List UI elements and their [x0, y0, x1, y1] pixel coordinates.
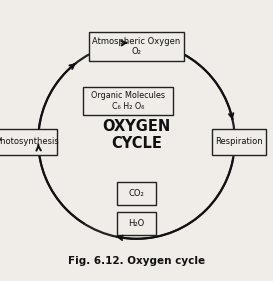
Text: CO₂: CO₂ — [129, 189, 144, 198]
FancyBboxPatch shape — [0, 129, 57, 155]
Text: OXYGEN
CYCLE: OXYGEN CYCLE — [102, 119, 171, 151]
Text: Photosynthesis: Photosynthesis — [0, 137, 59, 146]
FancyBboxPatch shape — [212, 129, 266, 155]
Text: Fig. 6.12. Oxygen cycle: Fig. 6.12. Oxygen cycle — [68, 256, 205, 266]
Text: Organic Molecules
C₆ H₂ O₆: Organic Molecules C₆ H₂ O₆ — [91, 91, 165, 111]
Text: Respiration: Respiration — [215, 137, 263, 146]
FancyBboxPatch shape — [117, 182, 156, 205]
FancyBboxPatch shape — [89, 32, 184, 61]
Text: H₂O: H₂O — [128, 219, 145, 228]
FancyBboxPatch shape — [117, 212, 156, 235]
FancyBboxPatch shape — [83, 87, 173, 115]
Text: Atmospheric Oxygen
O₂: Atmospheric Oxygen O₂ — [92, 37, 181, 56]
